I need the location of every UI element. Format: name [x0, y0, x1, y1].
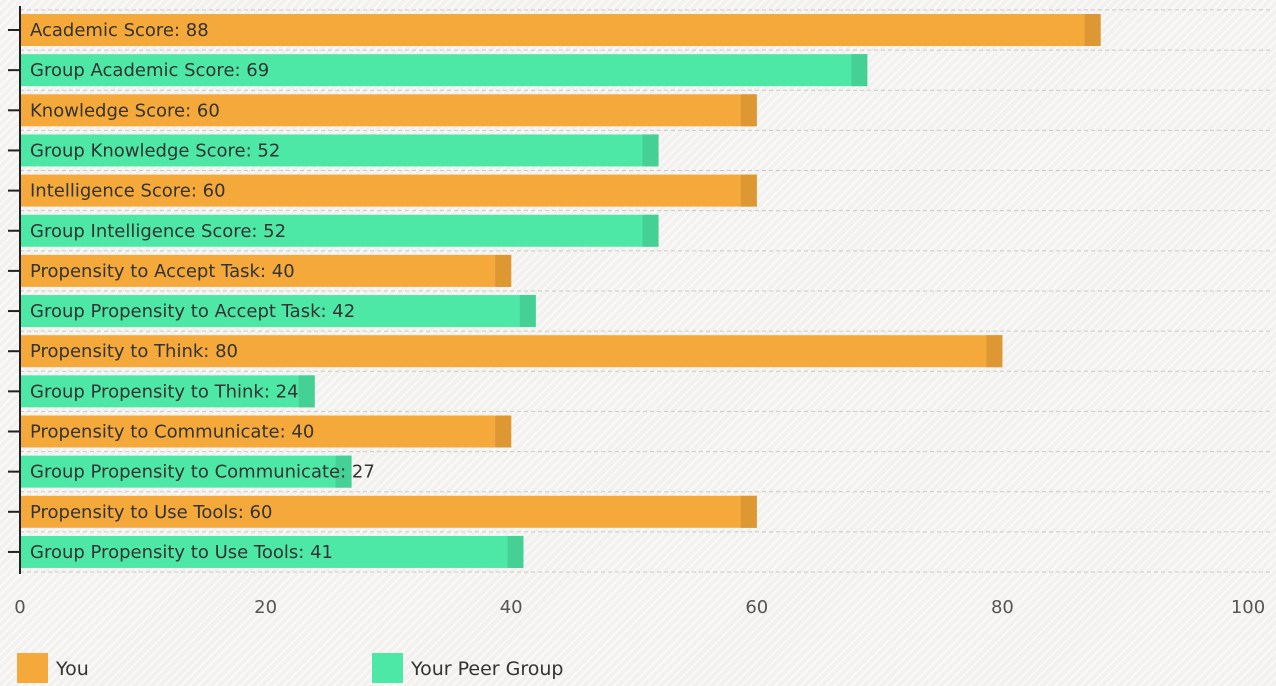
bar-label: Academic Score: 88 — [30, 20, 209, 41]
bar-row: Intelligence Score: 60 — [8, 174, 757, 207]
bar-label: Propensity to Accept Task: 40 — [30, 261, 295, 282]
bar-label: Propensity to Communicate: 40 — [30, 422, 314, 443]
bar-label: Group Intelligence Score: 52 — [30, 221, 286, 242]
x-tick-label: 0 — [14, 597, 25, 618]
legend-label: You — [55, 658, 89, 680]
bar-label: Group Propensity to Think: 24 — [30, 381, 299, 402]
bar-label: Group Propensity to Accept Task: 42 — [30, 301, 355, 322]
bar-end-cap — [335, 455, 352, 488]
bar — [20, 335, 1003, 368]
legend-swatch — [372, 653, 403, 683]
bar — [20, 375, 315, 408]
bar-row: Group Propensity to Use Tools: 41 — [8, 535, 524, 568]
bar — [20, 415, 512, 448]
bar — [20, 495, 757, 528]
bar-row: Knowledge Score: 60 — [8, 94, 757, 127]
legend-swatch — [17, 653, 48, 683]
axes: 0 20 40 60 80 100 — [14, 6, 1265, 618]
bar-label: Propensity to Think: 80 — [30, 341, 238, 362]
bar-label: Group Knowledge Score: 52 — [30, 140, 280, 161]
bar-end-cap — [740, 94, 757, 127]
bar — [20, 54, 868, 87]
legend: You Your Peer Group — [17, 653, 563, 683]
bar — [20, 535, 524, 568]
bar-row: Group Academic Score: 69 — [8, 54, 868, 87]
bar — [20, 174, 757, 207]
bar-label: Group Academic Score: 69 — [30, 60, 269, 81]
bar-end-cap — [507, 535, 524, 568]
bar — [20, 134, 659, 167]
bar-end-cap — [298, 375, 315, 408]
bar — [20, 295, 536, 328]
grid-lines — [20, 9, 1270, 573]
bar-row: Academic Score: 88 — [8, 14, 1101, 46]
bar-label: Knowledge Score: 60 — [30, 100, 220, 121]
bar — [20, 214, 659, 247]
bar-row: Group Propensity to Communicate: 27 — [8, 455, 375, 488]
x-tick-label: 80 — [991, 597, 1014, 618]
bar — [20, 94, 757, 127]
bar-end-cap — [495, 415, 512, 448]
x-tick-label: 20 — [254, 597, 277, 618]
bar-end-cap — [495, 254, 512, 287]
bars: Academic Score: 88 Group Academic Score: … — [8, 14, 1101, 568]
bar-row: Group Propensity to Accept Task: 42 — [8, 295, 536, 328]
bar-end-cap — [1084, 14, 1101, 46]
bar-end-cap — [740, 174, 757, 207]
bar-end-cap — [642, 214, 659, 247]
bar-end-cap — [851, 54, 868, 87]
bar-label: Group Propensity to Communicate: 27 — [30, 462, 375, 483]
bar-end-cap — [986, 335, 1003, 368]
legend-label: Your Peer Group — [410, 658, 563, 680]
bar-label: Group Propensity to Use Tools: 41 — [30, 542, 333, 563]
x-tick-label: 100 — [1231, 597, 1265, 618]
bar-row: Group Intelligence Score: 52 — [8, 214, 659, 247]
bar — [20, 455, 352, 488]
bar-end-cap — [740, 495, 757, 528]
x-tick-label: 40 — [500, 597, 523, 618]
bar-row: Propensity to Communicate: 40 — [8, 415, 512, 448]
bar-end-cap — [642, 134, 659, 167]
bar-row: Propensity to Think: 80 — [8, 335, 1003, 368]
bar-label: Intelligence Score: 60 — [30, 181, 226, 202]
x-tick-label: 60 — [745, 597, 768, 618]
bar — [20, 254, 512, 287]
bar-label: Propensity to Use Tools: 60 — [30, 502, 272, 523]
bar-row: Group Knowledge Score: 52 — [8, 134, 659, 167]
bar-end-cap — [519, 295, 536, 328]
bar — [20, 14, 1101, 46]
bar-row: Propensity to Use Tools: 60 — [8, 495, 757, 528]
bar-row: Group Propensity to Think: 24 — [8, 375, 315, 408]
bar-row: Propensity to Accept Task: 40 — [8, 254, 512, 287]
